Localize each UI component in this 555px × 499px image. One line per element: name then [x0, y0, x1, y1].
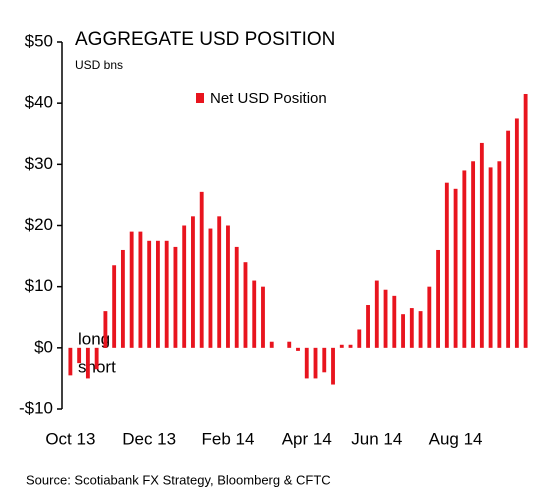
- bar: [409, 308, 414, 348]
- bar: [296, 347, 300, 351]
- bar: [155, 240, 160, 348]
- bar: [383, 289, 388, 348]
- bar: [488, 167, 493, 348]
- bar: [243, 262, 248, 348]
- bar: [418, 311, 423, 348]
- bar: [234, 246, 239, 348]
- bar: [129, 231, 134, 348]
- bar: [252, 280, 257, 348]
- bar: [462, 170, 467, 348]
- chart-title: AGGREGATE USD POSITION: [75, 29, 335, 50]
- bar: [164, 240, 169, 348]
- bar: [366, 305, 370, 348]
- bar: [497, 161, 502, 348]
- source: Source: Scotiabank FX Strategy, Bloomber…: [26, 472, 331, 487]
- bar: [514, 118, 519, 348]
- bar: [339, 344, 344, 348]
- bar: [471, 161, 476, 348]
- bar: [120, 249, 125, 348]
- y-tick-label: $50: [25, 31, 53, 50]
- bar: [182, 225, 187, 348]
- bar: [261, 286, 265, 348]
- y-tick-label: $0: [34, 337, 53, 356]
- bar: [523, 93, 528, 348]
- x-tick-label: Jun 14: [351, 429, 402, 448]
- bar: [138, 231, 143, 348]
- x-tick-label: Apr 14: [282, 429, 332, 448]
- y-tick-label: $40: [25, 93, 53, 112]
- bar: [392, 295, 397, 348]
- bar: [357, 329, 362, 348]
- bar: [147, 240, 152, 348]
- bar: [427, 286, 432, 348]
- bar: [68, 347, 73, 376]
- bar: [173, 246, 178, 348]
- bar: [479, 142, 484, 348]
- chart-subtitle: USD bns: [75, 58, 123, 72]
- bar: [77, 347, 82, 364]
- bar: [453, 188, 458, 348]
- bar: [313, 347, 318, 379]
- bar: [304, 347, 309, 379]
- legend-label: Net USD Position: [210, 90, 327, 107]
- bar: [112, 265, 117, 348]
- bar: [506, 130, 511, 348]
- bar: [226, 225, 230, 348]
- annotation: long: [78, 329, 110, 348]
- x-tick-label: Aug 14: [429, 429, 483, 448]
- y-tick-label: $10: [25, 276, 53, 295]
- bar: [208, 228, 213, 348]
- bar: [191, 216, 195, 348]
- bar: [85, 347, 90, 379]
- legend-swatch: [196, 93, 204, 103]
- bar: [287, 341, 292, 348]
- bar: [217, 216, 222, 348]
- bar: [436, 249, 441, 348]
- x-tick-label: Feb 14: [201, 429, 254, 448]
- bar: [348, 344, 353, 348]
- bar: [331, 347, 335, 385]
- bar: [269, 341, 274, 348]
- bar: [374, 280, 379, 348]
- y-tick-label: $30: [25, 154, 53, 173]
- x-tick-label: Dec 13: [122, 429, 176, 448]
- bar: [322, 347, 327, 373]
- bar: [94, 347, 99, 370]
- bar: [199, 191, 204, 348]
- y-tick-label: $20: [25, 215, 53, 234]
- x-tick-label: Oct 13: [45, 429, 95, 448]
- y-tick-label: -$10: [19, 398, 53, 417]
- bar: [444, 182, 449, 348]
- bar: [401, 314, 405, 348]
- bar: [103, 311, 108, 348]
